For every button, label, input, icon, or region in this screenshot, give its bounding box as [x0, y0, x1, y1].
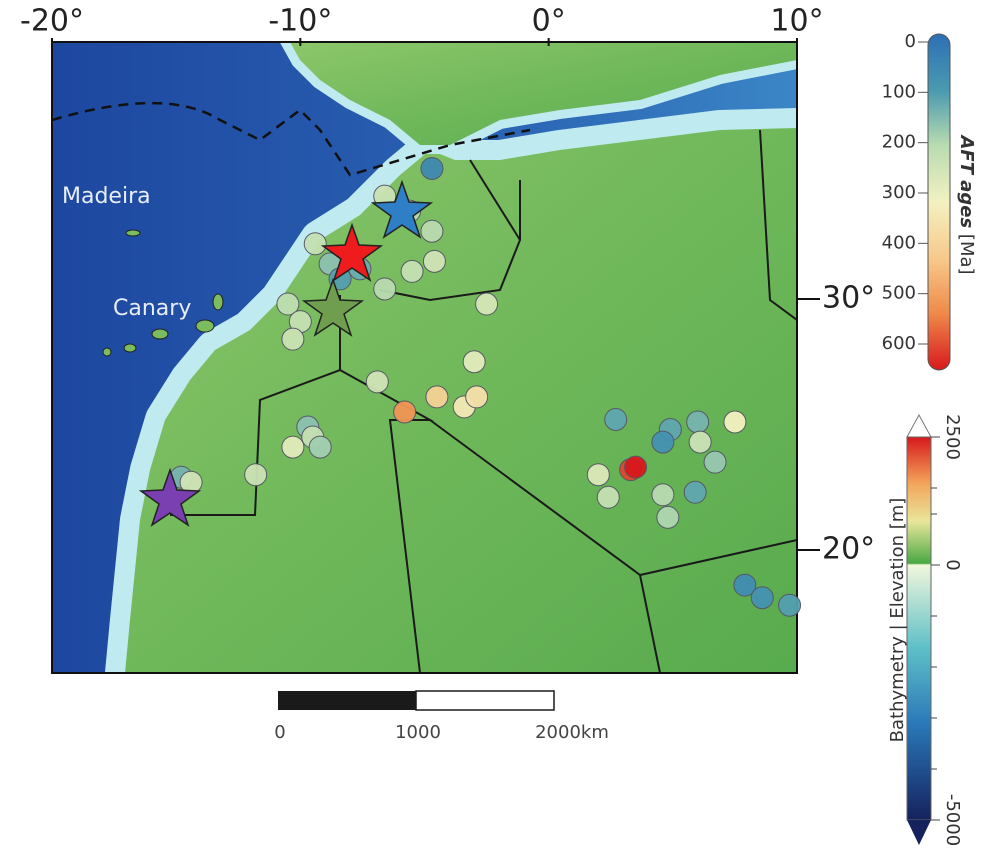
age-title: AFT ages [956, 133, 977, 228]
age-tick-label: 600 [882, 333, 916, 354]
sample-point [282, 436, 304, 458]
sample-point [401, 260, 423, 282]
scale-bar [416, 691, 554, 710]
age-tick-label: 300 [882, 182, 916, 203]
minor-ticks [931, 488, 937, 769]
scale-label: 1000 [395, 722, 441, 743]
scale-label: 2000km [535, 722, 609, 743]
map-background [52, 42, 797, 673]
sample-point [463, 351, 485, 373]
elevation-colorbar [907, 437, 931, 820]
sample-point [605, 408, 627, 430]
sample-point [282, 328, 304, 350]
sample-point [366, 371, 388, 393]
sample-point [587, 464, 609, 486]
colorbar-extend [907, 415, 931, 437]
age-colorbar-title: AFT ages [Ma] [956, 133, 977, 274]
place-label: Madeira [62, 184, 151, 209]
x-tick-label: -20° [20, 4, 84, 39]
sample-point [245, 464, 267, 486]
y-tick-label: 30° [822, 281, 875, 316]
sample-point [304, 233, 326, 255]
colorbar-extend [907, 820, 931, 845]
sample-point [309, 436, 331, 458]
scale-bar [278, 691, 416, 710]
sample-point [394, 401, 416, 423]
sample-point [421, 220, 443, 242]
elevation-tick-label: -5000 [942, 794, 963, 846]
scale-label: 0 [274, 722, 285, 743]
figure: Madeira Canary AFT ages [Ma] Bathymetry … [0, 0, 999, 851]
x-tick-label: 10° [770, 4, 823, 39]
sample-point [689, 431, 711, 453]
age-unit: [Ma] [956, 234, 977, 275]
age-colorbar [928, 34, 950, 370]
sample-point [779, 594, 801, 616]
age-tick-label: 0 [905, 31, 916, 52]
elevation-colorbar-title: Bathymetry | Elevation [m] [887, 498, 908, 743]
place-label: Canary [113, 296, 191, 321]
elevation-tick-label: 0 [942, 559, 963, 570]
elevation-tick-label: 2500 [942, 414, 963, 460]
sample-point [652, 431, 674, 453]
sample-point [657, 506, 679, 528]
sample-point [374, 278, 396, 300]
sample-point [476, 293, 498, 315]
sample-point [466, 386, 488, 408]
sample-point [652, 484, 674, 506]
sample-point [421, 157, 443, 179]
x-tick-label: 0° [532, 4, 566, 39]
sample-point [751, 587, 773, 609]
sample-point [704, 451, 726, 473]
sample-point [625, 456, 647, 478]
sample-point [423, 250, 445, 272]
age-tick-label: 500 [882, 283, 916, 304]
sample-point [687, 411, 709, 433]
sample-point [724, 411, 746, 433]
age-tick-label: 200 [882, 132, 916, 153]
sample-point [684, 481, 706, 503]
age-tick-label: 100 [882, 81, 916, 102]
y-tick-label: 20° [822, 532, 875, 567]
sample-point [426, 386, 448, 408]
age-tick-label: 400 [882, 232, 916, 253]
x-tick-label: -10° [268, 4, 332, 39]
sample-point [597, 486, 619, 508]
